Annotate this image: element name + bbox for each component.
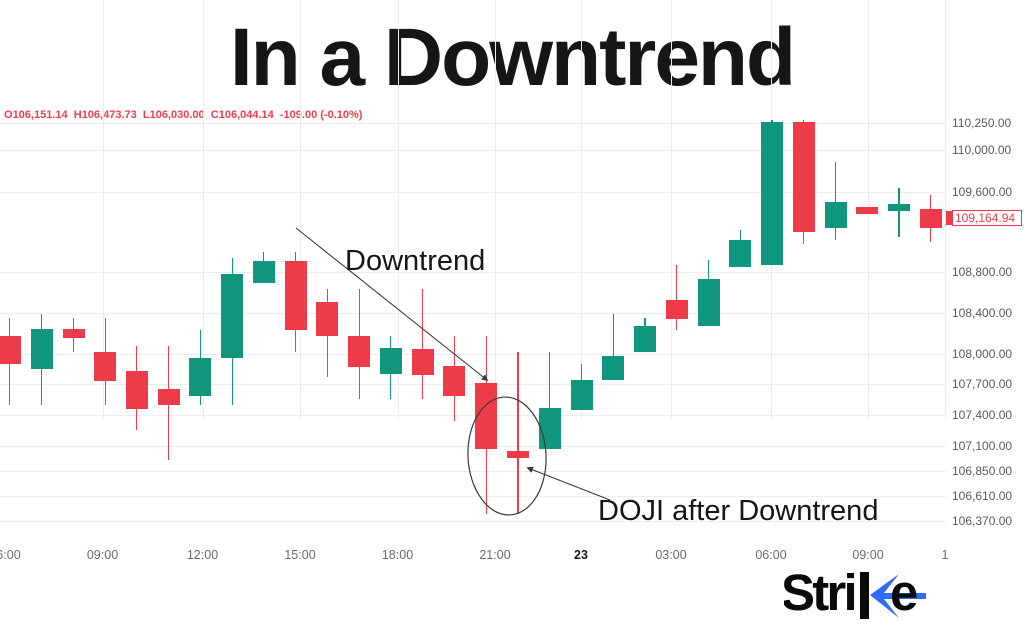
svg-text:e: e xyxy=(890,570,917,620)
svg-text:Stri: Stri xyxy=(784,570,855,620)
